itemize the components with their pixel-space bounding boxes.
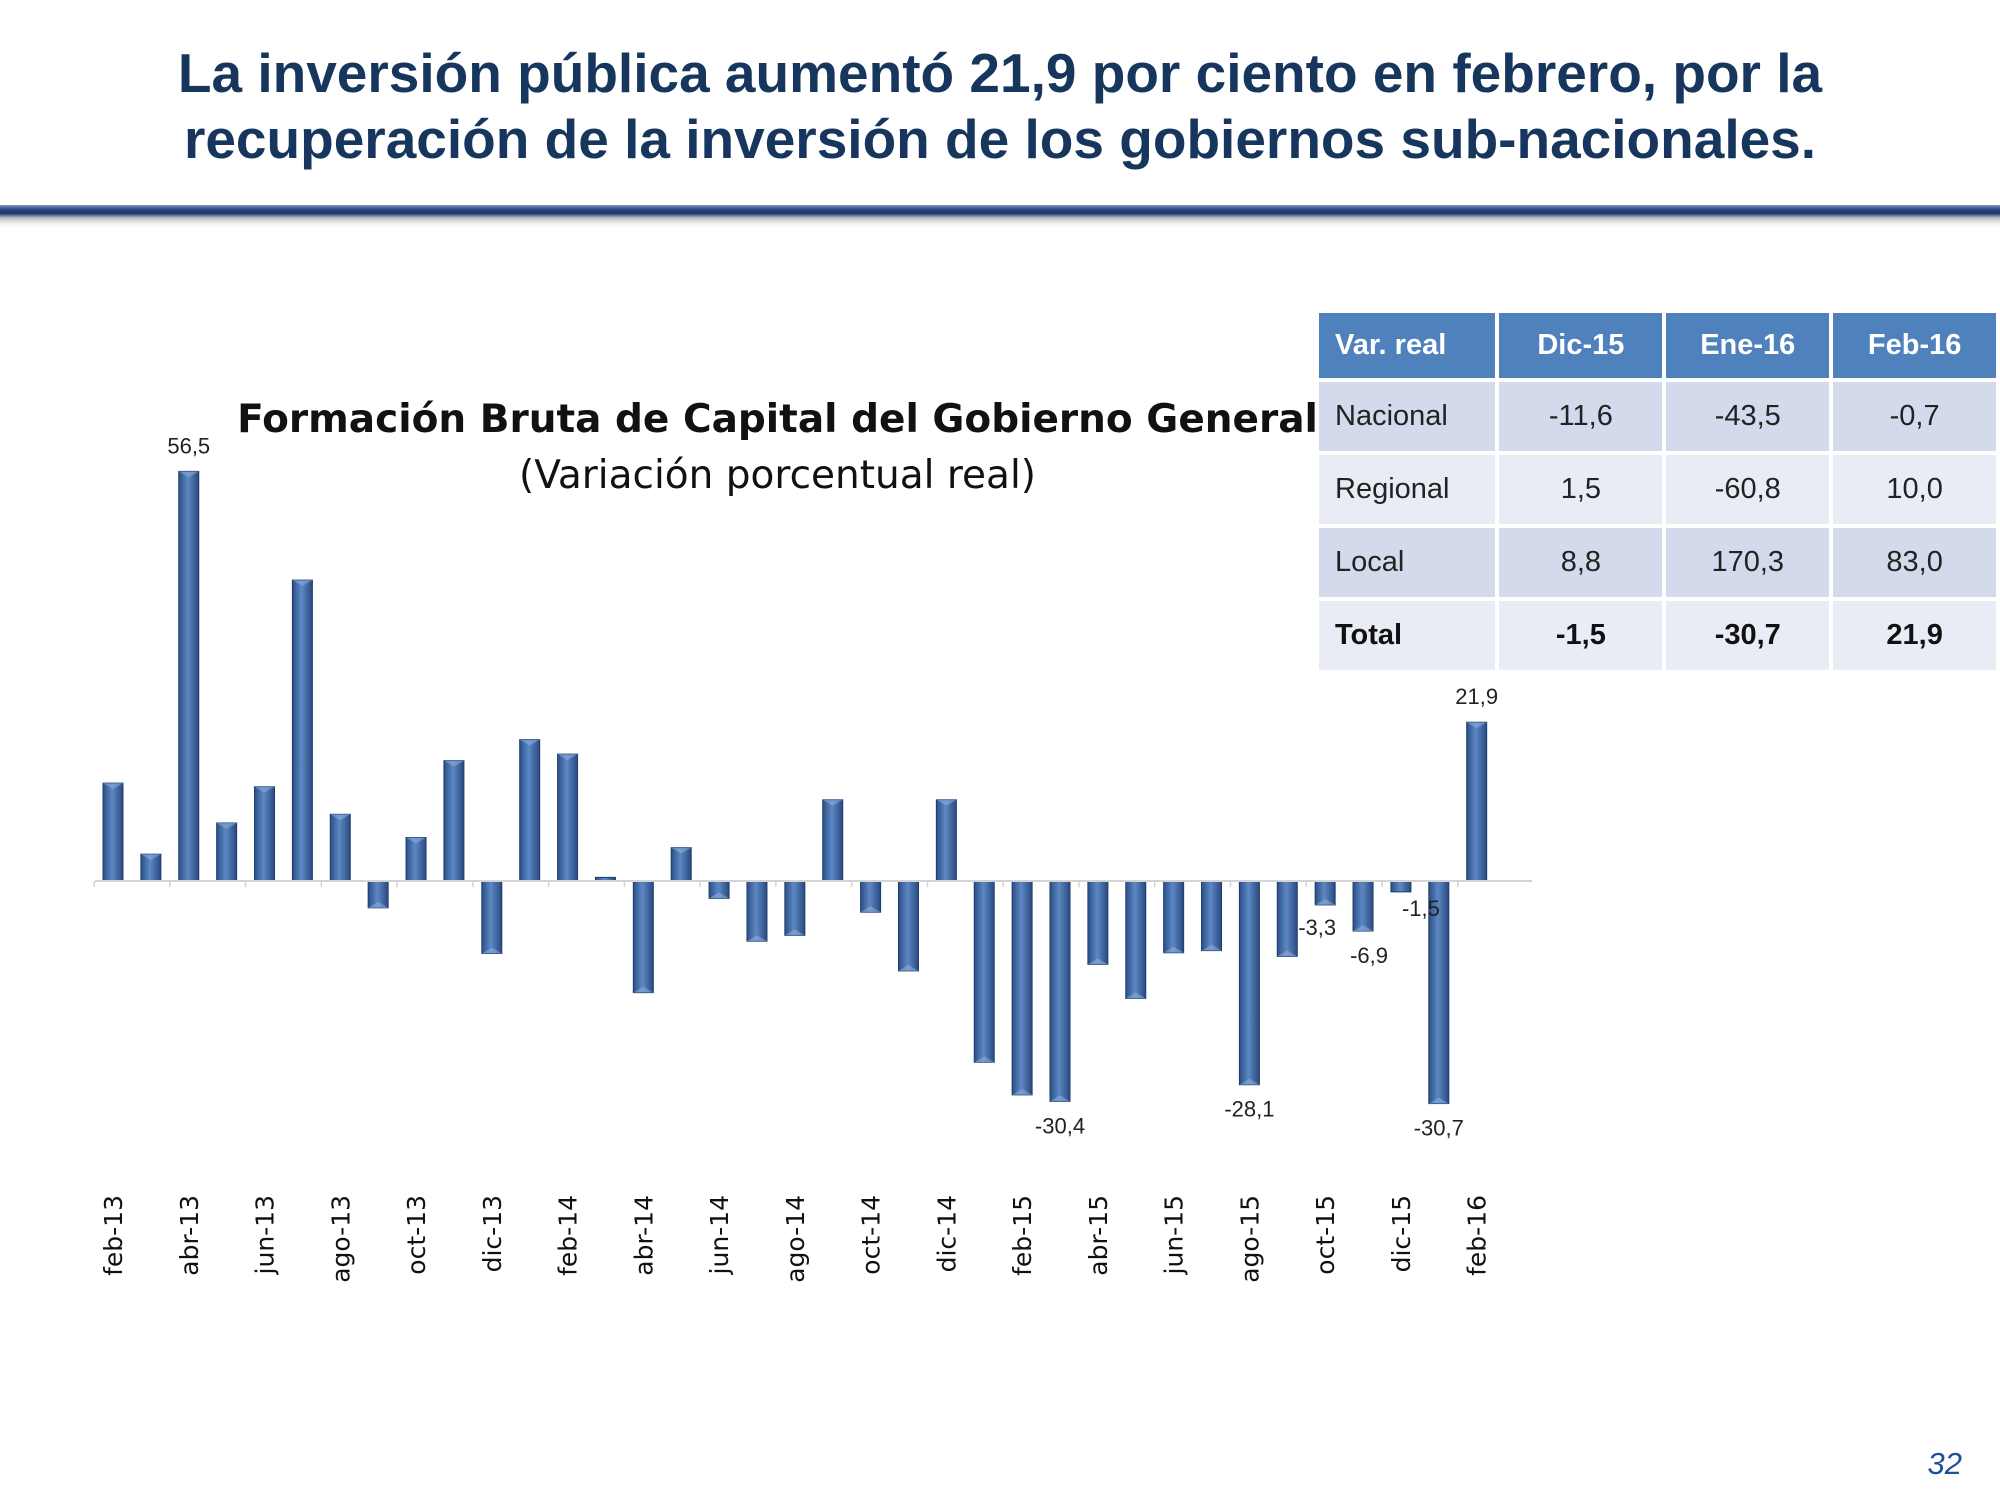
- chart-title-block: Formación Bruta de Capital del Gobierno …: [230, 392, 1325, 504]
- slide-title-line-1: La inversión pública aumentó 21,9 por ci…: [177, 42, 1823, 104]
- slide-title: La inversión pública aumentó 21,9 por ci…: [80, 40, 1920, 172]
- table-row: Local 8,8 170,3 83,0: [1319, 528, 1996, 597]
- chart-bar: [405, 837, 427, 882]
- chart-bar: [481, 880, 503, 954]
- x-tick-label: oct-14: [857, 1195, 886, 1275]
- table-row-total: Total -1,5 -30,7 21,9: [1319, 601, 1996, 670]
- chart-bar: [443, 760, 465, 882]
- chart-bar: [1276, 880, 1298, 957]
- bar-chart: 56,5 -30,4 -28,1 -3,3 -6,9 -1,5 -30,7 21,9 feb-…: [93, 433, 1532, 1283]
- data-label: -3,3: [1298, 915, 1336, 940]
- table-header-cell: Var. real: [1319, 313, 1496, 378]
- chart-bar: [1011, 880, 1033, 1096]
- table-cell: 170,3: [1666, 528, 1830, 597]
- x-tick-label: dic-14: [932, 1195, 961, 1272]
- x-tick-label: feb-15: [1008, 1195, 1037, 1276]
- chart-bar: [1314, 880, 1336, 906]
- data-label: -1,5: [1402, 896, 1440, 921]
- chart-bar: [329, 813, 351, 882]
- chart-bar: [1163, 880, 1185, 954]
- chart-bar: [1049, 880, 1071, 1102]
- table-header-cell: Dic-15: [1499, 313, 1663, 378]
- table-header-cell: Ene-16: [1666, 313, 1830, 378]
- table-cell: 8,8: [1499, 528, 1663, 597]
- data-label: 21,9: [1455, 684, 1498, 709]
- x-tick-label: dic-13: [478, 1195, 507, 1272]
- x-tick-label: feb-14: [554, 1195, 583, 1276]
- chart-bar: [670, 847, 692, 882]
- x-tick-label: ago-14: [781, 1195, 810, 1283]
- chart-subtitle: (Variación porcentual real): [519, 453, 1036, 498]
- x-tick-label: oct-15: [1311, 1195, 1340, 1275]
- x-tick-label: dic-15: [1387, 1195, 1416, 1272]
- chart-bar: [746, 880, 768, 942]
- chart-bar: [897, 880, 919, 972]
- table-cell: 10,0: [1833, 455, 1996, 524]
- data-label: 56,5: [167, 433, 210, 458]
- table-cell: -30,7: [1666, 601, 1830, 670]
- table-cell: 1,5: [1499, 455, 1663, 524]
- table-cell: -60,8: [1666, 455, 1830, 524]
- chart-bar: [254, 786, 276, 882]
- chart-bar: [632, 880, 654, 994]
- table-row: Nacional -11,6 -43,5 -0,7: [1319, 382, 1996, 451]
- x-tick-label: ago-15: [1235, 1195, 1264, 1283]
- chart-bar: [1390, 880, 1412, 893]
- x-tick-label: abr-15: [1084, 1195, 1113, 1276]
- chart-bar: [935, 799, 957, 882]
- x-tick-label: feb-13: [99, 1195, 128, 1276]
- x-tick-label: jun-13: [251, 1195, 280, 1275]
- table-cell: -0,7: [1833, 382, 1996, 451]
- table-cell-label: Total: [1319, 601, 1496, 670]
- table-row: Regional 1,5 -60,8 10,0: [1319, 455, 1996, 524]
- table-cell: -1,5: [1499, 601, 1663, 670]
- table-cell-label: Regional: [1319, 455, 1496, 524]
- chart-bar: [822, 799, 844, 882]
- x-tick-label: jun-15: [1160, 1195, 1189, 1275]
- chart-bar: [519, 739, 541, 882]
- chart-bar: [1125, 880, 1147, 999]
- x-tick-label: feb-16: [1463, 1195, 1492, 1276]
- variation-table: Var. real Dic-15 Ene-16 Feb-16 Nacional …: [1315, 309, 2000, 674]
- table-header-cell: Feb-16: [1833, 313, 1996, 378]
- x-tick-label: abr-13: [175, 1195, 204, 1276]
- chart-bar: [973, 880, 995, 1063]
- chart-bar: [140, 853, 162, 882]
- chart-bar: [860, 880, 882, 913]
- chart-bar: [557, 753, 579, 882]
- slide-title-line-2: recuperación de la inversión de los gobi…: [183, 108, 1817, 170]
- chart-bar: [102, 782, 124, 882]
- table-cell-label: Nacional: [1319, 382, 1496, 451]
- chart-bar: [1466, 721, 1488, 882]
- x-tick-label: abr-14: [629, 1195, 658, 1276]
- table-cell: 21,9: [1833, 601, 1996, 670]
- table-header-row: Var. real Dic-15 Ene-16 Feb-16: [1319, 313, 1996, 378]
- x-tick-label: oct-13: [402, 1195, 431, 1275]
- chart-bar: [784, 880, 806, 936]
- title-divider-rule: [0, 205, 2000, 229]
- data-label: -30,7: [1414, 1116, 1464, 1141]
- table-cell: -43,5: [1666, 382, 1830, 451]
- chart-bar: [1201, 880, 1223, 952]
- chart-bar: [708, 880, 730, 899]
- chart-bar: [367, 880, 389, 909]
- chart-bar: [1087, 880, 1109, 965]
- x-tick-label: ago-13: [326, 1195, 355, 1283]
- table-cell-label: Local: [1319, 528, 1496, 597]
- chart-bar: [216, 822, 238, 882]
- page-number: 32: [1927, 1446, 1962, 1481]
- table-cell: 83,0: [1833, 528, 1996, 597]
- chart-bar: [178, 470, 200, 882]
- data-label: -30,4: [1035, 1113, 1085, 1138]
- chart-title: Formación Bruta de Capital del Gobierno …: [237, 397, 1318, 442]
- table-cell: -11,6: [1499, 382, 1663, 451]
- x-tick-label: jun-14: [705, 1195, 734, 1275]
- chart-bar: [291, 579, 313, 882]
- data-label: -28,1: [1224, 1097, 1274, 1122]
- chart-bar: [1238, 880, 1260, 1086]
- data-label: -6,9: [1350, 943, 1388, 968]
- chart-bar: [1352, 880, 1374, 932]
